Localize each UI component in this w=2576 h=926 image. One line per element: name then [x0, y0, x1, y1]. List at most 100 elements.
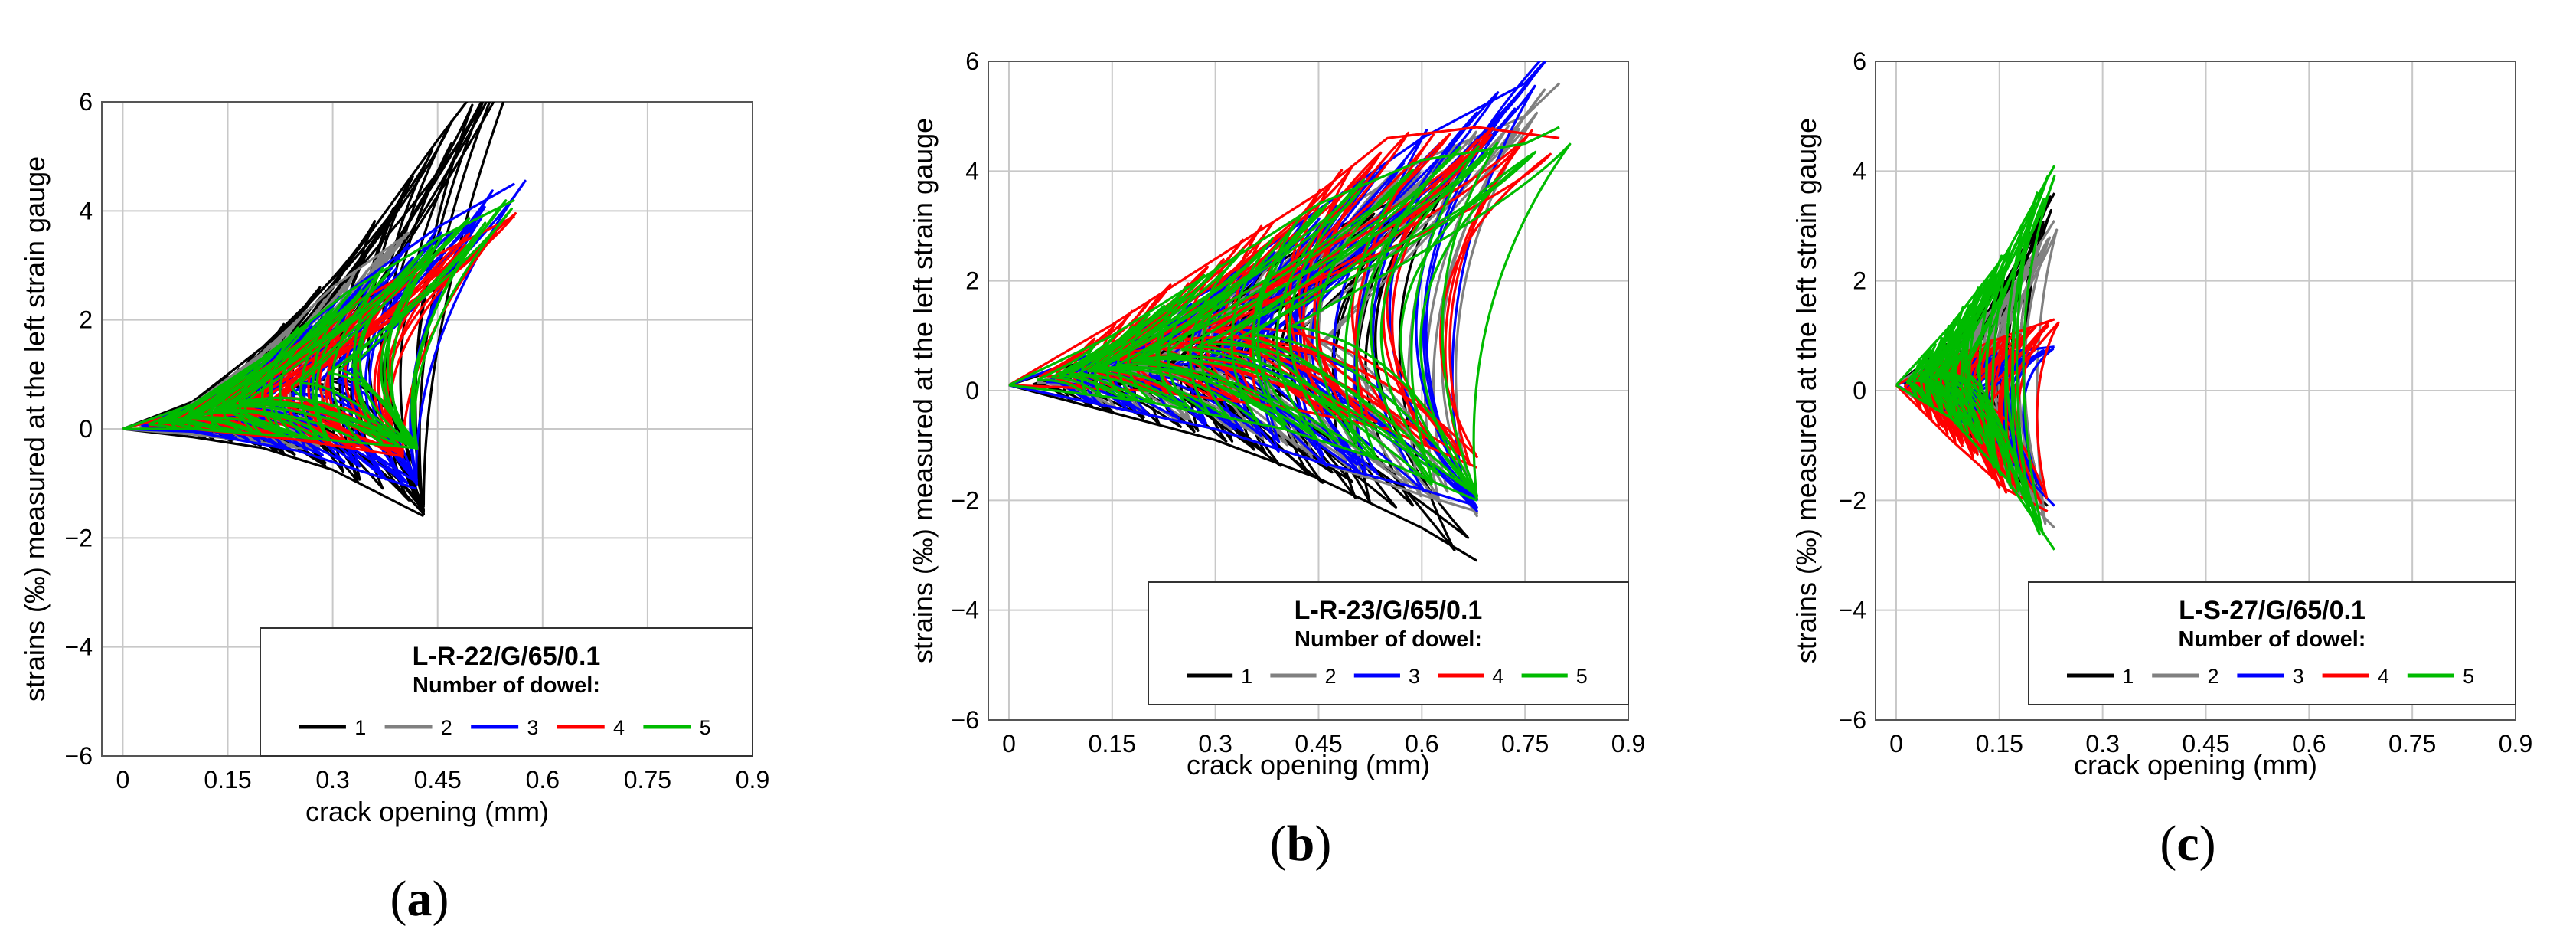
x-axis-label: crack opening (mm) — [2074, 749, 2317, 780]
x-tick-label: 0.15 — [1089, 730, 1136, 757]
x-tick-label: 0.15 — [1976, 730, 2023, 757]
y-tick-label: 0 — [79, 415, 93, 443]
panel-label-letter: c — [2176, 816, 2199, 872]
x-tick-label: 0 — [116, 766, 130, 793]
series-5-cycle — [1239, 155, 1531, 498]
chart-panel-b: 0 0.15 0.3 0.45 0.6 0.75 0.9 −6 −4 −2 0 2 4 6 crack op… — [907, 47, 1645, 872]
y-tick-label: −6 — [1839, 706, 1866, 734]
series-5-cycle — [299, 235, 444, 446]
x-axis-label: crack opening (mm) — [305, 796, 549, 827]
y-tick-label: 6 — [1853, 47, 1866, 75]
panel-label: (b) — [1270, 816, 1332, 872]
legend-entry-label: 3 — [527, 716, 538, 739]
panel-label-open: ( — [1270, 816, 1287, 872]
x-tick-label: 0.45 — [414, 766, 462, 793]
x-tick-label: 0.75 — [1501, 730, 1549, 757]
y-tick-label: 4 — [965, 157, 979, 185]
series-5-upper-envelope — [1008, 126, 1560, 387]
series-1-cycle — [315, 102, 505, 506]
panel-label-open: ( — [2160, 816, 2176, 872]
y-tick-label: −2 — [65, 524, 93, 551]
series-2-cycle — [1322, 111, 1539, 518]
x-tick-label: 0.6 — [526, 766, 560, 793]
series-dowel-5 — [1008, 126, 1572, 502]
legend-box — [1148, 581, 1629, 705]
x-tick-label: 0.3 — [1198, 730, 1232, 757]
legend-entry-label: 1 — [354, 716, 366, 739]
y-axis-label: strains (‰) measured at the left strain … — [1791, 118, 1822, 663]
x-tick-label: 0.3 — [2085, 730, 2119, 757]
y-tick-label: 4 — [1853, 157, 1866, 185]
series-4-cycle — [1984, 321, 2060, 499]
legend-entry-label: 3 — [1409, 665, 1420, 688]
series-5-cycle — [1196, 150, 1537, 497]
y-tick-label: −4 — [65, 633, 93, 661]
x-tick-label: 0 — [1889, 730, 1903, 757]
panel-label-close: ) — [1314, 816, 1331, 872]
series-5-cycle — [1251, 141, 1499, 497]
chart-panel-c: 0 0.15 0.3 0.45 0.6 0.75 0.9 −6 −4 −2 0 2 4 6 crack op… — [1791, 47, 2532, 872]
y-tick-label: 2 — [965, 267, 979, 295]
legend-entry-label: 4 — [2378, 665, 2389, 688]
series-5-cycle — [1944, 191, 2039, 508]
series-1-lower-envelope — [122, 427, 425, 518]
legend-subtitle: Number of dowel: — [2179, 627, 2366, 652]
legend-entry-label: 5 — [1576, 665, 1588, 688]
series-5-lower-envelope — [122, 427, 417, 450]
x-tick-label: 0.6 — [2292, 730, 2326, 757]
series-3-lower-envelope — [122, 427, 417, 490]
y-tick-label: −4 — [1839, 597, 1866, 624]
legend-entry-label: 1 — [1241, 665, 1252, 688]
panel-label: (c) — [2160, 816, 2215, 872]
legend-box — [260, 627, 753, 757]
panel-label-letter: b — [1287, 816, 1315, 872]
series-1-lower-envelope — [1008, 384, 1478, 562]
panel-label-close: ) — [2199, 816, 2216, 872]
y-tick-label: −6 — [952, 706, 979, 734]
series-4-lower-envelope — [1008, 384, 1477, 469]
series-5-cycle — [1115, 169, 1415, 460]
y-tick-label: 0 — [965, 377, 979, 404]
y-tick-label: −2 — [952, 486, 979, 514]
series-5-cycle — [1068, 273, 1206, 409]
y-tick-label: 2 — [1853, 267, 1866, 295]
panel-label-letter: a — [407, 871, 433, 926]
x-tick-label: 0.45 — [2182, 730, 2229, 757]
data-area — [1008, 61, 1572, 562]
legend-entry-label: 4 — [1492, 665, 1503, 688]
legend-entry-label: 2 — [2207, 665, 2218, 688]
series-4-cycle — [1289, 133, 1493, 446]
legend-title: L-R-23/G/65/0.1 — [1295, 596, 1483, 625]
legend-entry-label: 4 — [613, 716, 625, 739]
panel-label: (a) — [390, 871, 449, 926]
legend-entry-label: 5 — [2463, 665, 2474, 688]
plot-frame — [1875, 61, 2516, 721]
x-tick-label: 0.6 — [1405, 730, 1438, 757]
y-tick-label: 6 — [965, 47, 979, 75]
series-5-cycle — [1091, 237, 1274, 424]
legend-subtitle: Number of dowel: — [1295, 627, 1482, 652]
series-5-cycle — [1949, 175, 2049, 536]
y-tick-label: 2 — [79, 306, 93, 334]
series-5-cycle — [328, 207, 513, 447]
series-4-cycle — [1951, 333, 2022, 477]
x-tick-label: 0.9 — [2499, 730, 2532, 757]
y-tick-label: −2 — [1839, 486, 1866, 514]
x-tick-label: 0.75 — [2388, 730, 2436, 757]
data-area — [1895, 165, 2060, 551]
y-tick-label: −4 — [952, 597, 979, 624]
x-axis-label: crack opening (mm) — [1187, 749, 1430, 780]
y-tick-label: 4 — [79, 197, 93, 224]
y-tick-label: 0 — [1853, 377, 1866, 404]
series-5-cycle — [169, 326, 299, 437]
y-tick-label: 6 — [79, 88, 93, 116]
series-5-cycle — [1928, 278, 1989, 440]
x-tick-label: 0.75 — [624, 766, 671, 793]
legend-entry-label: 1 — [2122, 665, 2134, 688]
data-area — [122, 102, 527, 518]
panel-label-open: ( — [390, 871, 407, 926]
plot-frame — [988, 61, 1629, 721]
x-tick-label: 0.9 — [1611, 730, 1645, 757]
legend-entry-label: 2 — [441, 716, 452, 739]
